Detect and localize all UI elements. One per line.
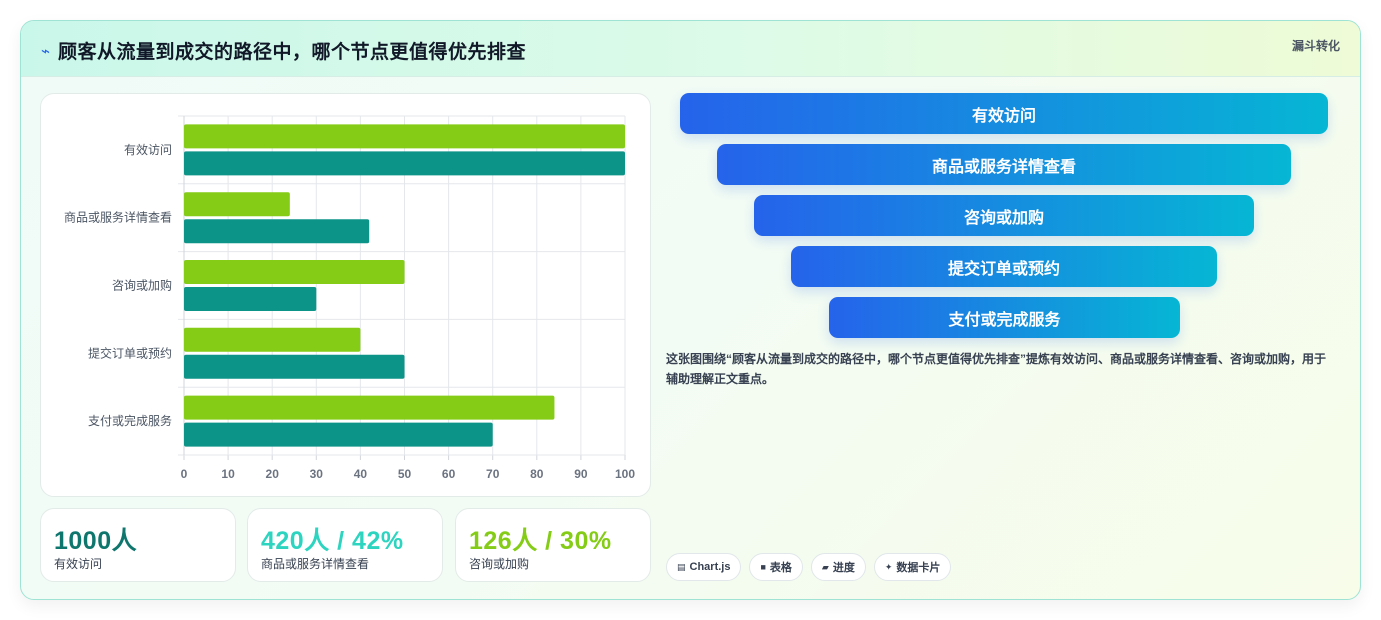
bar [184,287,317,311]
chip-label: Chart.js [689,561,731,573]
bar [184,124,625,149]
table-icon: ■ [760,562,766,572]
x-tick-label: 20 [266,467,280,481]
y-category-label: 提交订单或预约 [88,345,172,360]
title-wrap: ⌁ 顾客从流量到成交的路径中，哪个节点更值得优先排查 [41,37,526,64]
chart-description: 这张图围绕“顾客从流量到成交的路径中，哪个节点更值得优先排查”提炼有效访问、商品… [666,352,1327,386]
chip-label: 表格 [769,562,792,574]
funnel-step-inquiry: 咨询或加购 [754,195,1254,236]
y-category-label: 咨询或加购 [112,278,172,293]
stat-value: 1000人 [54,527,138,555]
funnel-step-order: 提交订单或预约 [791,246,1217,287]
stat-card-details: 420人 / 42% 商品或服务详情查看 [247,508,443,582]
chip-label: 进度 [832,562,855,574]
chart-icon: ▤ [677,561,686,572]
chip-data-card[interactable]: ✦ 数据卡片 [873,553,952,581]
y-category-label: 支付或完成服务 [88,413,172,428]
tech-chips: ▤ Chart.js ■ 表格 ▰ 进度 ✦ 数据卡片 [666,553,952,581]
funnel-step-visits: 有效访问 [680,93,1328,134]
y-category-label: 商品或服务详情查看 [64,210,172,225]
bar [184,219,370,244]
x-tick-label: 80 [530,467,544,481]
stat-label: 咨询或加购 [469,557,530,571]
x-tick-label: 40 [354,467,368,481]
bar [184,354,405,379]
bar-chart-panel: 0 10 20 30 40 50 60 70 80 90 100 有效访问商品或服务详情查看咨询或加购… [40,93,651,497]
x-tick-label: 30 [310,467,324,481]
x-tick-label: 90 [574,467,588,481]
page-title: 顾客从流量到成交的路径中，哪个节点更值得优先排查 [58,42,527,63]
bar [184,260,405,284]
chip-progress[interactable]: ▰ 进度 [810,553,866,581]
bar [184,422,493,447]
bar-chart: 0 10 20 30 40 50 60 70 80 90 100 有效访问商品或服务详情查看咨询或加购… [64,115,635,481]
card-header: ⌁ 顾客从流量到成交的路径中，哪个节点更值得优先排查 漏斗转化 [21,21,1360,77]
y-category-label: 有效访问 [124,142,172,157]
bar [184,327,361,352]
bar [184,151,625,176]
funnel-step-payment: 支付或完成服务 [829,297,1180,338]
x-tick-label: 70 [486,467,500,481]
chip-label: 数据卡片 [896,562,941,574]
x-tick-label: 60 [442,467,456,481]
bar [184,395,555,420]
stat-card-inquiry: 126人 / 30% 咨询或加购 [455,508,651,582]
progress-icon: ▰ [821,561,829,572]
x-tick-label: 100 [615,467,635,481]
dashboard-card: ⌁ 顾客从流量到成交的路径中，哪个节点更值得优先排查 漏斗转化 0 10 20 30 4… [20,20,1361,600]
chip-chartjs[interactable]: ▤ Chart.js [666,553,742,581]
trend-icon: ⌁ [41,42,51,60]
stat-label: 有效访问 [54,557,103,571]
x-tick-label: 10 [221,467,235,481]
chip-table[interactable]: ■ 表格 [749,553,803,581]
x-tick-label: 50 [398,467,412,481]
stat-card-visits: 1000人 有效访问 [40,508,236,582]
funnel-step-details: 商品或服务详情查看 [717,144,1291,185]
stat-value: 420人 / 42% [261,527,404,555]
bar [184,192,290,217]
stat-value: 126人 / 30% [469,527,612,555]
stat-label: 商品或服务详情查看 [261,557,370,571]
card-icon: ✦ [884,561,893,572]
x-tick-label: 0 [181,467,188,481]
category-tag: 漏斗转化 [1291,39,1340,53]
